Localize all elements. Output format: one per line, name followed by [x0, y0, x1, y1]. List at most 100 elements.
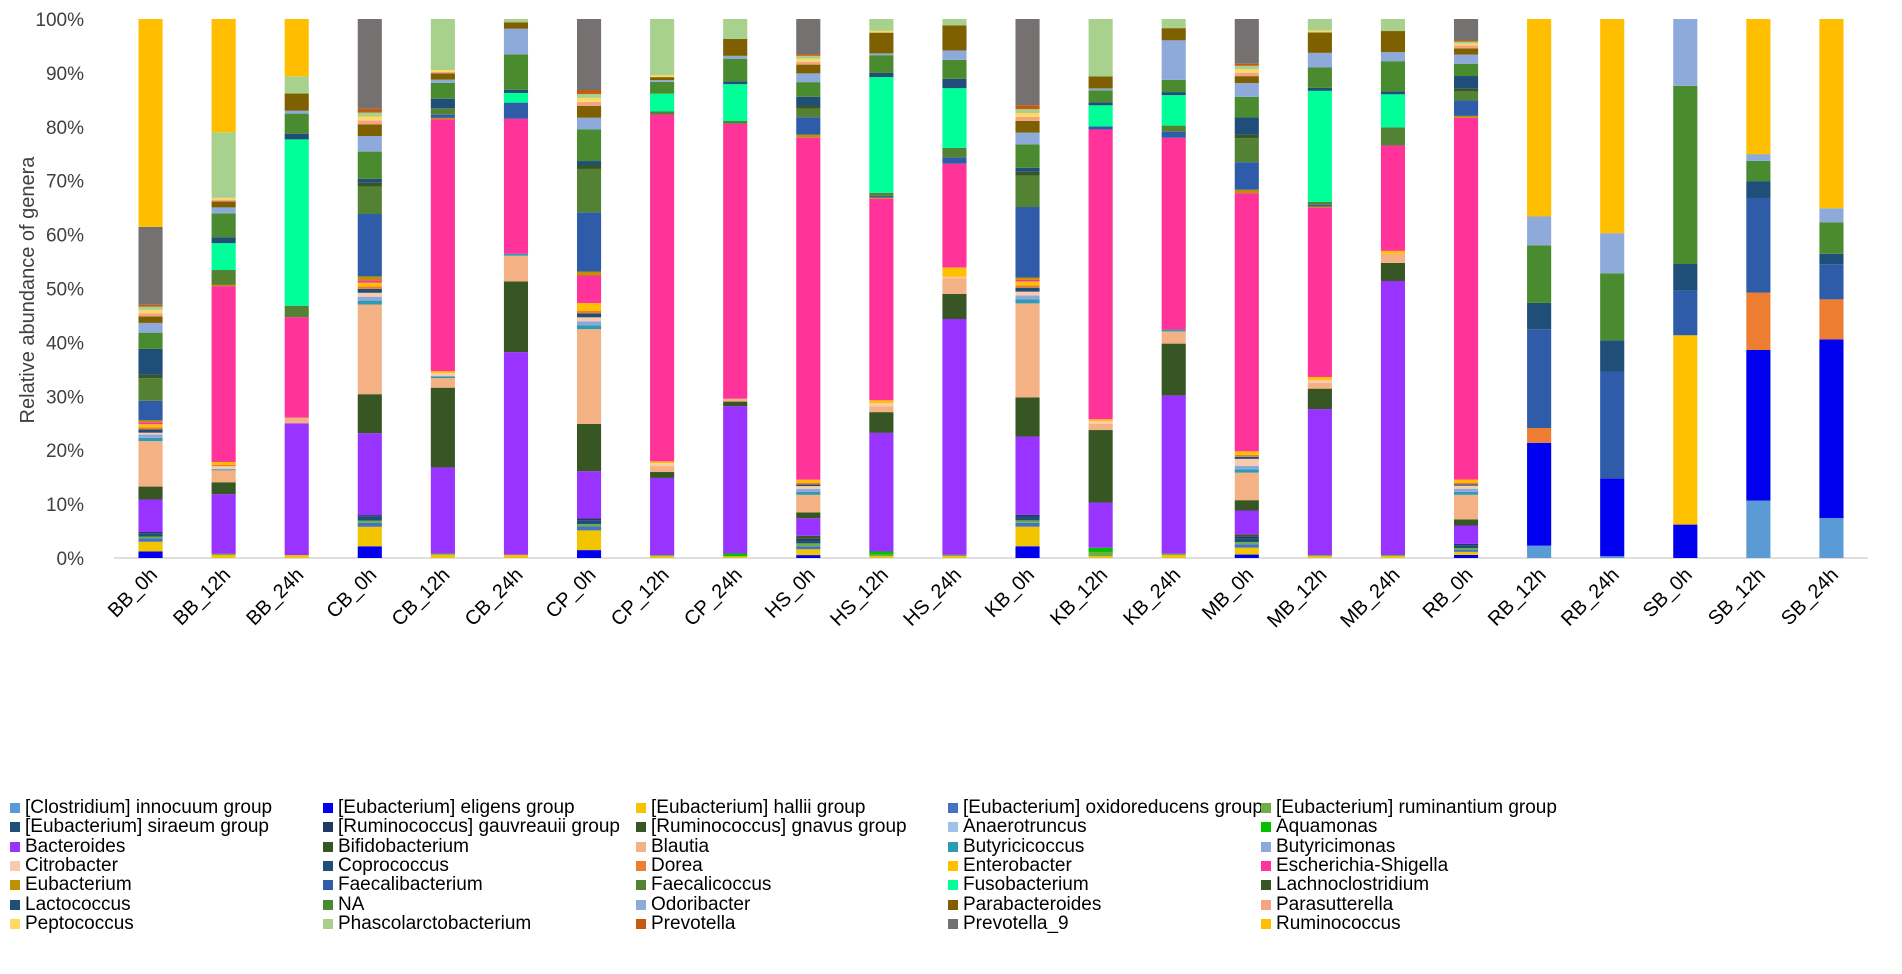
- bar-segment: [650, 555, 675, 557]
- x-tick-label: HS_24h: [899, 564, 966, 631]
- bar-segment: [1015, 287, 1040, 292]
- bar-segment: [1015, 299, 1040, 304]
- bar-segment: [430, 70, 455, 72]
- bar-segment: [1746, 160, 1771, 182]
- legend-item: Enterobacter: [948, 855, 1072, 877]
- bar-segment: [650, 461, 675, 464]
- bar-segment: [796, 137, 821, 480]
- x-tick-label: MB_0h: [1198, 564, 1258, 624]
- bar-segment: [284, 113, 309, 134]
- bar-segment: [1380, 91, 1406, 95]
- bar-segment: [357, 520, 382, 523]
- bar-segment: [430, 98, 455, 109]
- y-tick-label: 50%: [46, 280, 84, 301]
- bar-segment: [1600, 19, 1625, 234]
- bar-segment: [1380, 61, 1406, 92]
- bar-segment: [1088, 547, 1113, 552]
- bar-segment: [869, 198, 894, 401]
- bar-segment: [430, 387, 455, 468]
- bar-segment: [1015, 116, 1040, 121]
- bar-segment: [211, 482, 236, 495]
- bar-segment: [1234, 451, 1259, 455]
- bar-segment: [430, 19, 455, 71]
- bar-segment: [796, 117, 821, 135]
- bar-stack-CP_12h: [650, 19, 675, 558]
- legend-swatch: [948, 899, 958, 910]
- bar-segment: [138, 538, 163, 542]
- bar-segment: [1234, 547, 1259, 555]
- x-tick-label: RB_0h: [1419, 564, 1478, 623]
- bar-segment: [796, 55, 821, 59]
- bar-segment: [650, 472, 675, 478]
- bar-segment: [1453, 551, 1479, 555]
- bar-segment: [1015, 516, 1040, 521]
- bar-segment: [796, 482, 821, 485]
- bar-segment: [1453, 40, 1479, 42]
- bar-segment: [1453, 479, 1479, 483]
- bar-segment: [430, 82, 455, 99]
- bar-segment: [284, 76, 309, 94]
- bar-segment: [1015, 514, 1040, 517]
- bar-segment: [796, 58, 821, 62]
- bar-segment: [357, 178, 382, 183]
- bar-segment: [138, 226, 163, 305]
- bar-segment: [1380, 19, 1406, 32]
- legend-item: Faecalicoccus: [636, 874, 771, 896]
- bar-segment: [1307, 52, 1332, 68]
- bar-segment: [1161, 40, 1186, 80]
- bar-segment: [284, 110, 309, 114]
- bar-segment: [1234, 162, 1259, 190]
- bar-segment: [942, 163, 967, 268]
- legend-swatch: [1261, 841, 1271, 852]
- bar-segment: [650, 111, 675, 115]
- bar-segment: [503, 554, 529, 558]
- bar-segment: [1673, 524, 1698, 558]
- bar-segment: [869, 19, 894, 31]
- bar-segment: [576, 530, 602, 551]
- bar-segment: [138, 429, 163, 433]
- bar-segment: [1234, 534, 1259, 537]
- bar-stack-KB_12h: [1088, 19, 1113, 558]
- bar-segment: [1307, 30, 1332, 33]
- x-tick-label: CP_12h: [607, 564, 674, 631]
- bar-segment: [1234, 193, 1259, 452]
- bar-segment: [723, 38, 748, 56]
- bar-segment: [138, 434, 163, 438]
- bar-segment: [723, 55, 748, 59]
- bar-segment: [796, 546, 821, 550]
- legend-label: Lachnoclostridium: [1276, 874, 1430, 896]
- bar-segment: [138, 306, 163, 310]
- legend-swatch: [1261, 880, 1271, 891]
- bar-segment: [1161, 19, 1186, 29]
- legend-label: Peptococcus: [25, 912, 134, 934]
- bar-segment: [138, 400, 163, 421]
- bar-segment: [869, 551, 894, 555]
- bar-segment: [211, 555, 236, 558]
- legend-item: Phascolarctobacterium: [323, 913, 531, 935]
- x-tick-label: MB_12h: [1263, 564, 1331, 632]
- bar-segment: [796, 489, 821, 492]
- bar-segment: [1161, 329, 1186, 332]
- bar-segment: [1819, 19, 1844, 209]
- bar-segment: [1380, 250, 1406, 254]
- legend-item: Faecalibacterium: [323, 874, 483, 896]
- legend-item: Odoribacter: [636, 894, 750, 916]
- bar-segment: [1234, 458, 1259, 466]
- bar-segment: [1600, 340, 1625, 372]
- x-tick-label: SB_24h: [1777, 564, 1843, 630]
- legend: [Clostridium] innocuum group [Eubacterium…: [0, 791, 1902, 974]
- bar-segment: [1307, 555, 1332, 557]
- bar-segment: [1746, 292, 1771, 350]
- bar-segment: [284, 317, 309, 418]
- bar-stack-HS_0h: [796, 19, 821, 558]
- bar-segment: [1307, 201, 1332, 205]
- bar-segment: [576, 423, 602, 472]
- bar-segment: [576, 168, 602, 213]
- bar-segment: [1307, 379, 1332, 383]
- bar-stack-RB_12h: [1527, 19, 1552, 558]
- bar-segment: [1380, 280, 1406, 555]
- bar-segment: [430, 467, 455, 554]
- bar-segment: [796, 54, 821, 56]
- bar-segment: [1088, 551, 1113, 557]
- bar-segment: [796, 555, 821, 558]
